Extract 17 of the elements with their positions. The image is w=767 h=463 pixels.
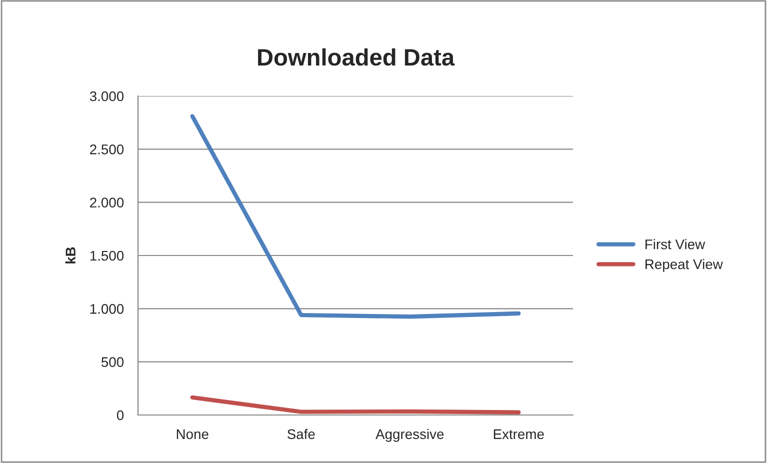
line-series [190,395,521,414]
y-tick-label: 2.500 [90,144,124,154]
legend-label: First View [646,239,706,250]
x-tick-label: None [176,429,208,440]
legend-label: Repeat View [646,258,723,272]
chart-title: Downloaded Data [258,48,455,66]
y-tick-label: 500 [101,357,124,368]
y-tick-label: 1.500 [90,250,124,261]
x-tick-label: Extreme [494,429,544,440]
x-tick-label: Safe [287,428,315,440]
y-tick-label: 3.000 [90,91,124,102]
y-tick-label: 2.000 [90,198,124,208]
x-tick-label: Aggressive [376,428,444,442]
y-tick-label: 1.000 [90,304,124,314]
line-series [190,114,521,319]
y-tick-label: 0 [116,410,124,420]
y-axis-title: kB [65,247,76,264]
